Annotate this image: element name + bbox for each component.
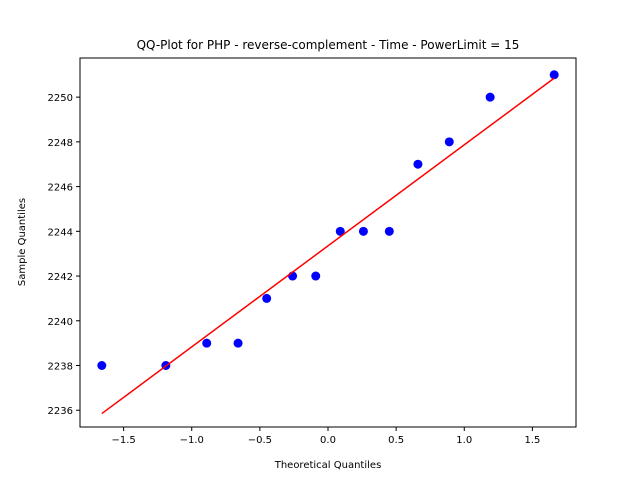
y-axis-ticks: 2236 2238 2240 2242 2244 2246 2248 2250 <box>48 93 80 417</box>
y-tick-label: 2244 <box>48 227 73 238</box>
y-tick-label: 2236 <box>48 406 73 417</box>
y-tick-label: 2250 <box>48 93 73 104</box>
y-axis-label: Sample Quantiles <box>17 198 28 286</box>
data-point <box>413 159 423 169</box>
data-point <box>549 70 559 80</box>
y-tick-label: 2238 <box>48 362 73 373</box>
data-point <box>202 338 212 348</box>
x-tick-label: −0.5 <box>248 435 272 446</box>
y-tick-label: 2248 <box>48 138 73 149</box>
data-point <box>444 137 454 147</box>
reference-line <box>101 77 555 415</box>
plot-area-frame <box>79 57 577 428</box>
x-tick-label: −1.5 <box>111 435 135 446</box>
data-point <box>311 271 321 281</box>
data-point <box>97 361 107 370</box>
x-axis-label: Theoretical Quantiles <box>274 460 382 471</box>
x-tick-label: −1.0 <box>180 435 204 446</box>
data-point <box>335 226 345 236</box>
x-tick-label: 1.0 <box>456 435 472 446</box>
data-point <box>358 226 368 236</box>
chart-title: QQ-Plot for PHP - reverse-complement - T… <box>137 38 520 52</box>
data-point <box>233 338 243 348</box>
data-point <box>384 226 394 236</box>
y-tick-label: 2242 <box>48 272 73 283</box>
data-point <box>485 92 495 102</box>
y-tick-label: 2246 <box>48 183 73 194</box>
y-tick-label: 2240 <box>48 317 73 328</box>
data-point <box>262 293 272 303</box>
x-tick-label: 0.5 <box>388 435 404 446</box>
x-tick-label: 0.0 <box>320 435 336 446</box>
x-tick-label: 1.5 <box>524 435 540 446</box>
plot-content <box>97 70 559 415</box>
x-axis-ticks: −1.5 −1.0 −0.5 0.0 0.5 1.0 1.5 <box>111 427 540 446</box>
